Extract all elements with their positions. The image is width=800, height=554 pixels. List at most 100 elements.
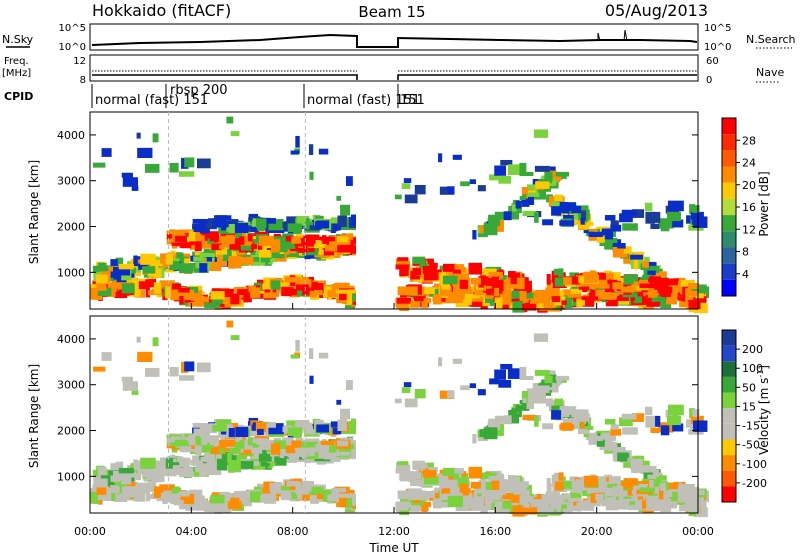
velocity-cell xyxy=(535,493,549,501)
velocity-cell xyxy=(295,488,309,495)
power-cell xyxy=(270,280,281,290)
power-cell xyxy=(304,225,321,231)
power-cell xyxy=(547,178,557,186)
power-cell xyxy=(207,262,222,272)
power-cell xyxy=(511,290,523,299)
velocity-cell xyxy=(420,463,426,472)
power-cell xyxy=(428,262,438,268)
velocity-cell xyxy=(287,427,303,437)
velocity-cell xyxy=(477,389,486,396)
velocity-cell xyxy=(578,500,595,509)
velocity-cell xyxy=(257,461,274,467)
power-cell xyxy=(121,283,135,294)
power-cell xyxy=(526,190,536,195)
velocity-cell xyxy=(140,457,156,469)
power-cell xyxy=(291,236,302,244)
velocity-cell xyxy=(555,375,570,381)
power-cell xyxy=(469,179,476,185)
power-cell xyxy=(216,215,232,227)
velocity-cell xyxy=(564,502,573,513)
velocity-cell xyxy=(534,369,550,376)
power-cell xyxy=(336,289,351,294)
power-cell xyxy=(627,285,634,292)
power-cell xyxy=(92,265,99,273)
colorbar-tick-label: 4 xyxy=(742,268,749,281)
velocity-cell xyxy=(243,496,249,507)
velocity-cell xyxy=(612,486,624,494)
power-cell xyxy=(484,294,499,304)
power-cell xyxy=(439,186,455,195)
power-cell xyxy=(570,285,582,294)
power-cell xyxy=(193,224,205,233)
velocity-cell xyxy=(519,366,527,379)
velocity-cell xyxy=(298,447,308,457)
nsky-tick-bottom: 10^0 xyxy=(59,42,86,53)
power-cell xyxy=(290,150,299,155)
beam-label: Beam 15 xyxy=(358,3,425,21)
nsearch-spikes xyxy=(597,29,628,42)
velocity-cell xyxy=(522,507,537,515)
power-cell xyxy=(647,270,656,276)
velocity-cell xyxy=(255,451,261,463)
velocity-cell xyxy=(472,434,477,444)
power-cell xyxy=(670,287,678,298)
power-cell xyxy=(200,252,215,258)
power-cell xyxy=(199,263,208,273)
power-cell xyxy=(170,261,180,271)
velocity-cell xyxy=(537,383,552,388)
velocity-cell xyxy=(667,415,681,426)
colorbar-swatch xyxy=(722,392,736,409)
velocity-cell xyxy=(267,422,276,428)
velocity-cell xyxy=(309,494,317,502)
velocity-cell xyxy=(467,498,480,503)
velocity-cell xyxy=(240,439,253,450)
power-cell xyxy=(412,268,422,276)
velocity-cell xyxy=(92,469,99,477)
colorbar-swatch xyxy=(722,150,736,167)
freq-unit: [MHz] xyxy=(2,68,31,79)
velocity-cell xyxy=(219,448,225,454)
power-cell xyxy=(171,243,178,249)
power-cell xyxy=(524,192,540,197)
power-cell xyxy=(420,259,426,268)
power-cell xyxy=(397,286,411,296)
velocity-cell xyxy=(414,388,426,399)
colorbar-swatch xyxy=(722,134,736,151)
velocity-cell xyxy=(210,495,225,504)
velocity-cell xyxy=(170,465,180,475)
velocity-cell xyxy=(657,490,673,498)
velocity-cell xyxy=(596,477,607,484)
velocity-cell xyxy=(672,412,678,418)
power-cell xyxy=(545,287,560,300)
velocity-cell xyxy=(200,456,215,462)
power-cell xyxy=(672,219,684,228)
y-tick-label: 3000 xyxy=(57,379,85,392)
velocity-cell xyxy=(623,478,639,489)
power-cell xyxy=(268,219,284,231)
power-cell xyxy=(472,230,477,240)
power-cell xyxy=(97,262,107,272)
velocity-cell xyxy=(447,390,455,399)
velocity-cell xyxy=(554,481,564,491)
velocity-cell xyxy=(159,457,165,468)
velocity-cell xyxy=(281,491,292,501)
velocity-cell xyxy=(587,425,594,430)
power-cell xyxy=(649,276,654,287)
velocity-cell xyxy=(627,489,634,496)
power-cell xyxy=(170,289,186,301)
power-cell xyxy=(261,292,276,299)
velocity-cell xyxy=(228,428,235,438)
power-cell xyxy=(601,228,614,240)
power-cell xyxy=(165,254,173,265)
velocity-cell xyxy=(327,494,338,502)
velocity-cell xyxy=(460,385,470,391)
velocity-cell xyxy=(336,399,342,405)
power-cell xyxy=(607,279,618,284)
power-cell xyxy=(210,291,225,300)
power-cell xyxy=(111,285,116,297)
power-cell xyxy=(171,283,182,294)
velocity-cell xyxy=(538,502,550,515)
power-cell xyxy=(578,276,585,284)
power-cell xyxy=(291,286,300,296)
power-cell xyxy=(610,224,622,232)
